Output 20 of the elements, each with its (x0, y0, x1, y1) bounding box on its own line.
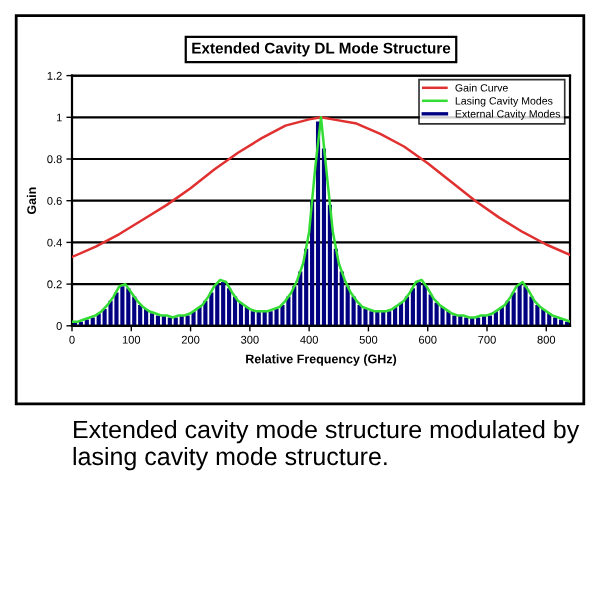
bar (440, 307, 445, 326)
bar (108, 300, 113, 326)
bar (197, 307, 202, 326)
bar (357, 304, 362, 326)
bar (120, 286, 125, 326)
text: Extended cavity mode structure modulated by lasing cavity mode structure. (73, 420, 580, 471)
bar (274, 309, 279, 326)
bar (221, 282, 226, 326)
bar (511, 292, 516, 326)
bar (126, 288, 131, 326)
bar (227, 288, 232, 326)
bar (280, 304, 285, 326)
bar (363, 309, 368, 326)
bar (523, 286, 528, 326)
bar (114, 292, 119, 326)
bar (517, 284, 522, 326)
bar (410, 288, 415, 326)
bar (215, 284, 220, 326)
line-series (72, 116, 570, 259)
bar (416, 282, 421, 326)
